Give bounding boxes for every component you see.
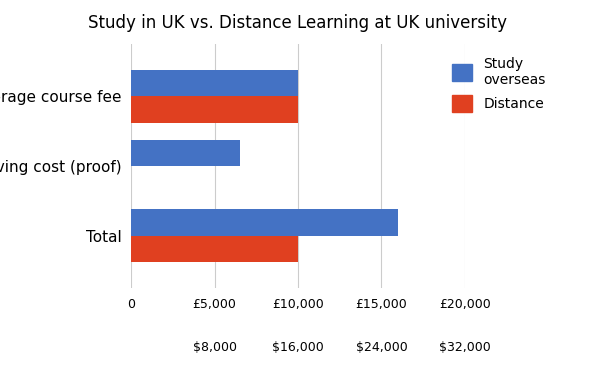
Bar bbox=[131, 96, 298, 123]
Text: $24,000: $24,000 bbox=[356, 341, 407, 354]
Bar bbox=[131, 139, 240, 166]
Legend: Study
overseas, Distance: Study overseas, Distance bbox=[446, 51, 551, 118]
Bar bbox=[131, 236, 298, 262]
Title: Study in UK vs. Distance Learning at UK university: Study in UK vs. Distance Learning at UK … bbox=[88, 14, 508, 32]
Text: $32,000: $32,000 bbox=[439, 341, 491, 354]
Text: $16,000: $16,000 bbox=[272, 341, 324, 354]
Bar bbox=[131, 70, 298, 96]
Bar bbox=[131, 209, 398, 236]
Text: $8,000: $8,000 bbox=[193, 341, 237, 354]
